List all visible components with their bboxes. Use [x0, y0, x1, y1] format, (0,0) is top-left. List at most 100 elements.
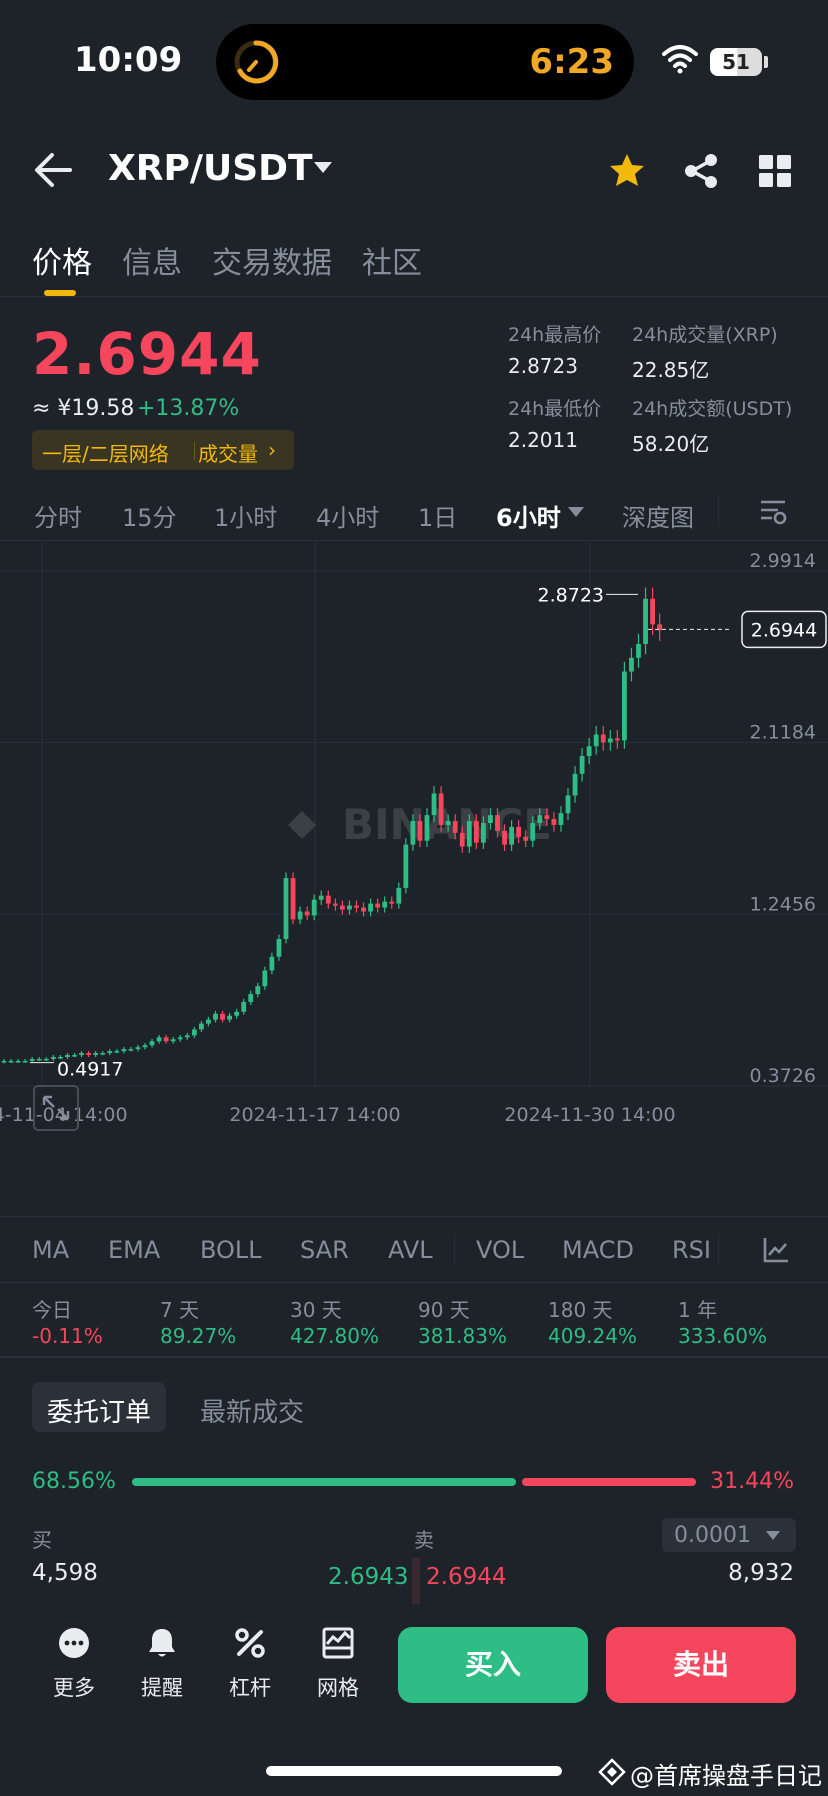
- margin-label: 杠杆: [229, 1676, 271, 1700]
- tab-community[interactable]: 社区: [362, 246, 422, 281]
- candle-body: [452, 821, 458, 833]
- tab-price[interactable]: 价格: [32, 246, 92, 281]
- interval-1d[interactable]: 1日: [418, 504, 458, 532]
- candle-body: [389, 901, 395, 904]
- margin-button[interactable]: 杠杆: [210, 1626, 290, 1702]
- category-tag[interactable]: 一层/二层网络 成交量 ›: [32, 430, 294, 470]
- tab-trading-data[interactable]: 交易数据: [212, 246, 332, 281]
- candle-body: [107, 1051, 113, 1054]
- ask-price[interactable]: 2.6944: [426, 1564, 507, 1590]
- chart-settings-icon[interactable]: [758, 496, 788, 526]
- candle-body: [269, 956, 275, 971]
- indicator-boll[interactable]: BOLL: [200, 1236, 262, 1264]
- dynamic-island[interactable]: 6:23: [216, 24, 634, 100]
- precision-select[interactable]: 0.0001: [662, 1518, 796, 1552]
- candle-body: [255, 986, 261, 995]
- candle-body: [332, 903, 338, 906]
- candle-body: [114, 1051, 120, 1053]
- interval-1h[interactable]: 1小时: [214, 504, 278, 532]
- indicator-ema[interactable]: EMA: [108, 1236, 161, 1264]
- indicator-ma[interactable]: MA: [32, 1236, 70, 1264]
- indicator-avl[interactable]: AVL: [388, 1236, 433, 1264]
- expand-icon: [42, 1095, 70, 1121]
- expand-chart-button[interactable]: [33, 1085, 79, 1131]
- candle-body: [622, 671, 627, 741]
- candle-body: [206, 1019, 211, 1024]
- alert-label: 提醒: [141, 1676, 183, 1700]
- interval-depth[interactable]: 深度图: [622, 504, 694, 532]
- indicator-sar[interactable]: SAR: [300, 1236, 349, 1264]
- candle-body: [50, 1057, 56, 1059]
- indicator-macd[interactable]: MACD: [562, 1236, 634, 1264]
- more-button[interactable]: 更多: [34, 1626, 114, 1702]
- candle-body: [220, 1013, 225, 1020]
- star-icon[interactable]: [608, 152, 646, 190]
- candle-body: [304, 911, 310, 916]
- caret-down-icon[interactable]: [314, 162, 332, 173]
- candle-body: [488, 815, 493, 823]
- candle-body: [36, 1058, 42, 1061]
- indicator-chart-icon[interactable]: [762, 1236, 790, 1264]
- back-arrow-icon[interactable]: [34, 152, 72, 188]
- last-price: 2.6944: [32, 320, 262, 388]
- candle-body: [361, 907, 366, 912]
- candle-body: [15, 1060, 21, 1063]
- grid-trading-button[interactable]: 网格: [298, 1626, 378, 1702]
- home-indicator[interactable]: [266, 1766, 562, 1776]
- buy-button[interactable]: 买入: [398, 1627, 588, 1703]
- candle-body: [241, 1001, 247, 1012]
- buy-ratio-percent: 68.56%: [32, 1469, 116, 1494]
- indicator-vol[interactable]: VOL: [476, 1236, 525, 1264]
- candle-body: [199, 1023, 204, 1030]
- candle-body: [396, 887, 402, 904]
- candle-body: [213, 1013, 218, 1020]
- divider: [0, 296, 828, 297]
- candle-body: [382, 901, 388, 908]
- candle-body: [121, 1049, 127, 1052]
- interval-15m[interactable]: 15分: [122, 504, 177, 532]
- indicator-rsi[interactable]: RSI: [672, 1236, 711, 1264]
- timer-time: 6:23: [529, 42, 614, 82]
- interval-4h[interactable]: 4小时: [316, 504, 380, 532]
- y-tick-label: 0.3726: [750, 1065, 816, 1087]
- volume-usdt-value: 58.20亿: [632, 432, 710, 456]
- bid-price[interactable]: 2.6943: [328, 1564, 409, 1590]
- candle-body: [431, 793, 437, 816]
- perf-label-1y: 1 年: [678, 1298, 718, 1322]
- chevron-right-icon: ›: [268, 438, 276, 462]
- candle-body: [551, 819, 557, 825]
- share-icon[interactable]: [682, 152, 720, 190]
- candle-body: [325, 895, 331, 904]
- perf-value-30d: 427.80%: [290, 1324, 379, 1348]
- sell-column-label: 卖: [414, 1528, 434, 1552]
- interval-timeshare[interactable]: 分时: [34, 504, 82, 532]
- tab-order-book[interactable]: 委托订单: [32, 1382, 166, 1432]
- candle-body: [473, 821, 479, 843]
- watermark-text: @首席操盘手日记: [630, 1762, 822, 1790]
- candlestick-chart[interactable]: BINANCE 2.99142.11841.24560.37262024-11-…: [0, 541, 828, 1216]
- candle-body: [509, 826, 514, 845]
- sell-button[interactable]: 卖出: [606, 1627, 796, 1703]
- bid-quantity[interactable]: 4,598: [32, 1560, 98, 1586]
- candle-body: [565, 795, 571, 814]
- candle-body: [481, 822, 486, 843]
- candle-body: [495, 815, 500, 831]
- volume-xrp-label: 24h成交量(XRP): [632, 324, 778, 346]
- last-price-label: 2.6944: [751, 619, 817, 641]
- ask-quantity[interactable]: 8,932: [728, 1560, 794, 1586]
- y-tick-label: 2.1184: [750, 722, 816, 744]
- grid-icon[interactable]: [758, 154, 792, 188]
- interval-6h[interactable]: 6小时: [496, 504, 561, 532]
- candle-body: [347, 905, 352, 910]
- alert-button[interactable]: 提醒: [122, 1626, 202, 1702]
- more-label: 更多: [53, 1676, 95, 1700]
- x-tick-label: 2024-11-30 14:00: [504, 1104, 675, 1126]
- volume-xrp-value: 22.85亿: [632, 358, 710, 382]
- tab-latest-trades[interactable]: 最新成交: [200, 1398, 305, 1428]
- caret-down-icon[interactable]: [568, 507, 584, 517]
- candle-body: [417, 821, 423, 841]
- candle-body: [297, 911, 303, 920]
- pair-title[interactable]: XRP/USDT: [108, 148, 313, 189]
- tab-info[interactable]: 信息: [122, 246, 182, 281]
- candle-body: [643, 598, 648, 645]
